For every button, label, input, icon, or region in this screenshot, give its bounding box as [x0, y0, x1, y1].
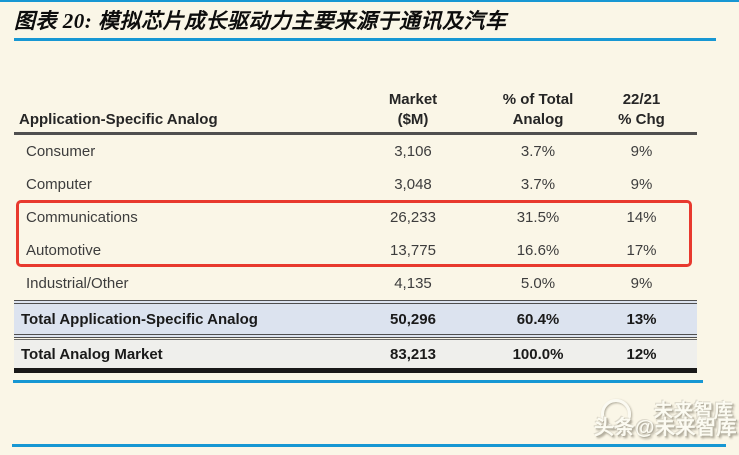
header-pct-of-total: % of Total Analog: [502, 90, 574, 128]
row-market-value: 3,048: [394, 176, 432, 193]
analog-market-table: Application-Specific Analog Market ($M) …: [14, 76, 697, 373]
row-market-value: 4,135: [394, 275, 432, 292]
table-row-automotive: Automotive 13,775 16.6% 17%: [14, 234, 697, 267]
total-label: Total Analog Market: [21, 345, 163, 363]
table-row-total-application-specific: Total Application-Specific Analog 50,296…: [14, 300, 697, 338]
table-header-row: Application-Specific Analog Market ($M) …: [14, 76, 697, 135]
row-pct-value: 31.5%: [516, 209, 560, 226]
row-market-value: 13,775: [390, 242, 436, 259]
row-label: Industrial/Other: [26, 275, 129, 292]
figure-title: 图表 20: 模拟芯片成长驱动力主要来源于通讯及汽车: [14, 9, 507, 33]
total-chg-value: 13%: [626, 310, 657, 328]
row-pct-value: 3.7%: [520, 176, 556, 193]
watermark-logo-icon: [601, 399, 631, 429]
total-market-value: 83,213: [390, 345, 436, 363]
total-label: Total Application-Specific Analog: [21, 310, 258, 328]
top-divider: [0, 0, 739, 2]
watermark-handle-text: 头条@未来智库: [593, 417, 737, 439]
table-row-industrial-other: Industrial/Other 4,135 5.0% 9%: [14, 267, 697, 300]
row-label: Computer: [26, 176, 92, 193]
title-divider: [14, 38, 716, 41]
row-pct-value: 5.0%: [520, 275, 556, 292]
total-chg-value: 12%: [626, 345, 657, 363]
row-market-value: 3,106: [394, 143, 432, 160]
row-chg-value: 9%: [630, 176, 653, 193]
header-application-specific-analog: Application-Specific Analog: [19, 110, 218, 128]
table-row-total-analog-market: Total Analog Market 83,213 100.0% 12%: [14, 339, 697, 373]
total-pct-value: 100.0%: [512, 345, 564, 363]
row-label: Communications: [26, 209, 138, 226]
row-label: Consumer: [26, 143, 96, 160]
row-market-value: 26,233: [390, 209, 436, 226]
table-bottom-divider: [13, 380, 703, 383]
page-bottom-divider: [12, 444, 726, 447]
table-row-computer: Computer 3,048 3.7% 9%: [14, 168, 697, 201]
table-row-consumer: Consumer 3,106 3.7% 9%: [14, 135, 697, 168]
header-market: Market ($M): [388, 90, 438, 128]
row-chg-value: 9%: [630, 275, 653, 292]
row-pct-value: 3.7%: [520, 143, 556, 160]
total-market-value: 50,296: [390, 310, 436, 328]
table-row-communications: Communications 26,233 31.5% 14%: [14, 201, 697, 234]
row-chg-value: 14%: [626, 209, 657, 226]
row-label: Automotive: [26, 242, 102, 259]
row-chg-value: 17%: [626, 242, 657, 259]
header-yoy-chg: 22/21 % Chg: [618, 90, 665, 128]
row-pct-value: 16.6%: [516, 242, 560, 259]
total-pct-value: 60.4%: [516, 310, 560, 328]
watermark-brand-text: 未来智库: [653, 401, 734, 422]
watermark: 未来智库 头条@未来智库: [569, 396, 739, 444]
row-chg-value: 9%: [630, 143, 653, 160]
